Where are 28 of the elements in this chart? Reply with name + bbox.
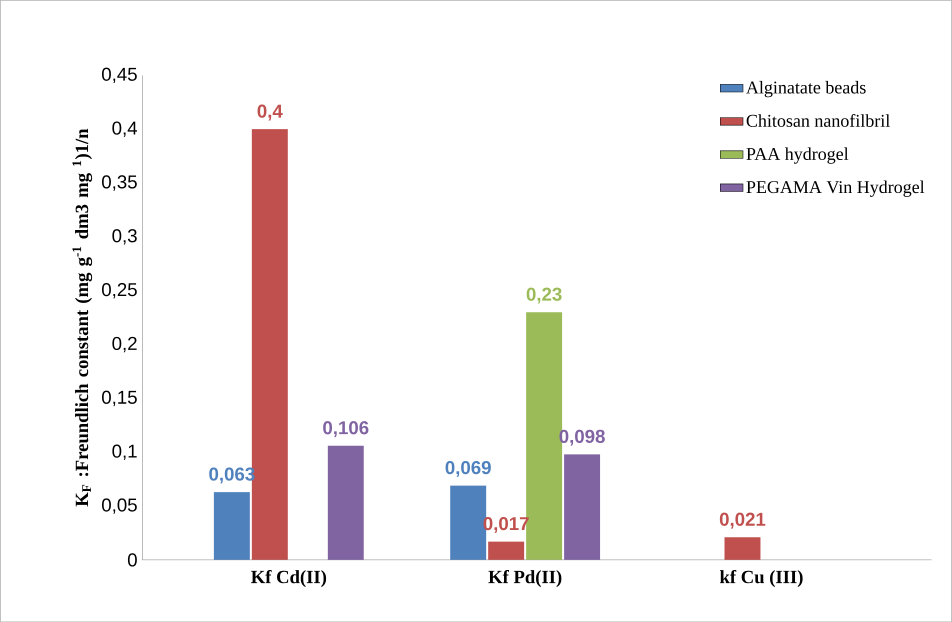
y-tick-label: 0,3 [112,229,137,244]
y-tick-label: 0,2 [112,336,137,352]
x-tick-label: kf Cu (III) [720,570,803,587]
y-axis-title: K$_{F}$ :Freundlich constant (mg g$^{-1}$ dm3 mg $^{1}$)1/n [72,128,92,506]
legend-label: PEGAMA Vin Hydrogel [746,180,924,197]
data-label: 0,23 [526,287,562,304]
y-tick-label: 0,1 [112,444,137,460]
bar [328,446,364,560]
y-tick-label: 0,05 [102,498,137,514]
bar [724,537,760,560]
y-tick-label: 0,35 [102,175,137,191]
bar [564,454,600,560]
y-tick-label: 0 [128,553,137,566]
bar [488,541,524,560]
data-label: 0,106 [323,421,368,437]
y-tick-label: 0,25 [102,282,137,298]
data-label: 0,021 [720,512,766,528]
legend-label: Chitosan nanofilbril [746,114,890,127]
y-tick-label: 0,45 [102,67,137,83]
bar [214,492,250,560]
data-label: 0,069 [446,460,491,477]
y-tick-label: 0,15 [102,390,137,406]
x-tick-label: Kf Pd(II) [488,570,562,587]
data-label: 0,4 [258,104,283,120]
x-tick-label: Kf Cd(II) [251,570,326,587]
legend-label: Alginatate beads [746,80,866,98]
y-tick-label: 0,4 [112,121,138,137]
legend-label: PAA hydrogel [746,147,848,164]
